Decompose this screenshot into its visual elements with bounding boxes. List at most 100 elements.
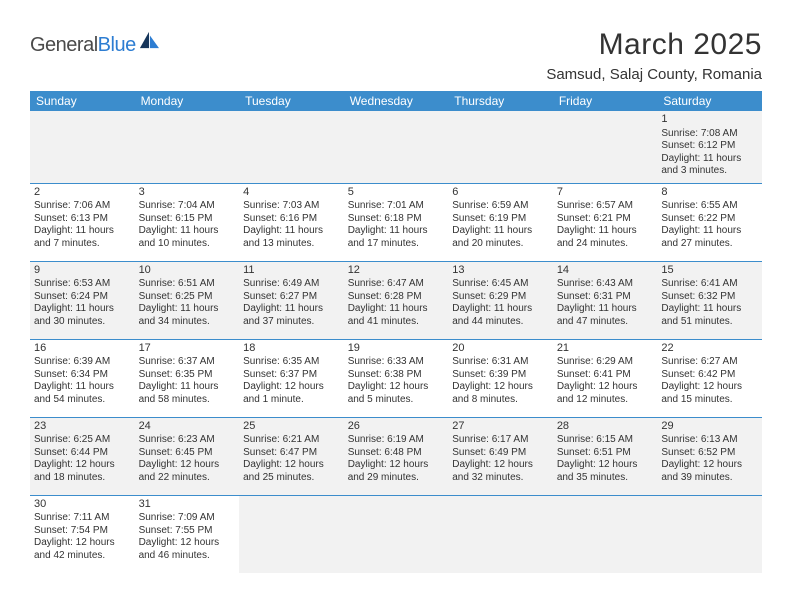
day-cell	[30, 111, 135, 183]
sunset-text: Sunset: 6:22 PM	[661, 213, 758, 226]
daylight-text-1: Daylight: 11 hours	[348, 225, 445, 238]
sunset-text: Sunset: 6:47 PM	[243, 447, 340, 460]
day-cell	[239, 495, 344, 573]
daylight-text-1: Daylight: 12 hours	[661, 381, 758, 394]
daylight-text-1: Daylight: 11 hours	[139, 381, 236, 394]
daylight-text-2: and 54 minutes.	[34, 394, 131, 407]
daylight-text-2: and 39 minutes.	[661, 472, 758, 485]
sunrise-text: Sunrise: 7:08 AM	[661, 128, 758, 141]
daylight-text-2: and 1 minute.	[243, 394, 340, 407]
daylight-text-2: and 24 minutes.	[557, 238, 654, 251]
sunrise-text: Sunrise: 7:04 AM	[139, 200, 236, 213]
day-number: 26	[348, 420, 445, 434]
calendar-head: Sunday Monday Tuesday Wednesday Thursday…	[30, 91, 762, 111]
day-cell: 12Sunrise: 6:47 AMSunset: 6:28 PMDayligh…	[344, 261, 449, 339]
day-cell: 11Sunrise: 6:49 AMSunset: 6:27 PMDayligh…	[239, 261, 344, 339]
daylight-text-1: Daylight: 12 hours	[34, 537, 131, 550]
sunrise-text: Sunrise: 6:51 AM	[139, 278, 236, 291]
daylight-text-1: Daylight: 11 hours	[139, 303, 236, 316]
sunset-text: Sunset: 6:16 PM	[243, 213, 340, 226]
daylight-text-2: and 7 minutes.	[34, 238, 131, 251]
sail-icon	[138, 30, 160, 50]
daylight-text-2: and 27 minutes.	[661, 238, 758, 251]
day-cell	[553, 495, 658, 573]
day-cell: 25Sunrise: 6:21 AMSunset: 6:47 PMDayligh…	[239, 417, 344, 495]
sunset-text: Sunset: 6:34 PM	[34, 369, 131, 382]
daylight-text-1: Daylight: 11 hours	[661, 303, 758, 316]
daylight-text-2: and 18 minutes.	[34, 472, 131, 485]
sunset-text: Sunset: 6:13 PM	[34, 213, 131, 226]
week-row: 30Sunrise: 7:11 AMSunset: 7:54 PMDayligh…	[30, 495, 762, 573]
sunrise-text: Sunrise: 6:37 AM	[139, 356, 236, 369]
daylight-text-2: and 34 minutes.	[139, 316, 236, 329]
sunset-text: Sunset: 6:19 PM	[452, 213, 549, 226]
sunset-text: Sunset: 6:49 PM	[452, 447, 549, 460]
day-number: 20	[452, 342, 549, 356]
daylight-text-2: and 13 minutes.	[243, 238, 340, 251]
sunrise-text: Sunrise: 7:09 AM	[139, 512, 236, 525]
day-number: 14	[557, 264, 654, 278]
day-number: 10	[139, 264, 236, 278]
daylight-text-1: Daylight: 11 hours	[34, 303, 131, 316]
calendar-body: 1Sunrise: 7:08 AMSunset: 6:12 PMDaylight…	[30, 111, 762, 573]
week-row: 1Sunrise: 7:08 AMSunset: 6:12 PMDaylight…	[30, 111, 762, 183]
sunrise-text: Sunrise: 7:03 AM	[243, 200, 340, 213]
day-cell	[448, 111, 553, 183]
day-cell: 7Sunrise: 6:57 AMSunset: 6:21 PMDaylight…	[553, 183, 658, 261]
day-cell: 26Sunrise: 6:19 AMSunset: 6:48 PMDayligh…	[344, 417, 449, 495]
day-number: 25	[243, 420, 340, 434]
daylight-text-1: Daylight: 11 hours	[139, 225, 236, 238]
day-cell: 16Sunrise: 6:39 AMSunset: 6:34 PMDayligh…	[30, 339, 135, 417]
daylight-text-1: Daylight: 12 hours	[139, 537, 236, 550]
daylight-text-2: and 22 minutes.	[139, 472, 236, 485]
brand-part1: General	[30, 34, 98, 56]
day-number: 9	[34, 264, 131, 278]
day-cell: 23Sunrise: 6:25 AMSunset: 6:44 PMDayligh…	[30, 417, 135, 495]
daylight-text-2: and 51 minutes.	[661, 316, 758, 329]
daylight-text-2: and 25 minutes.	[243, 472, 340, 485]
weekday-heading: Sunday	[30, 91, 135, 111]
daylight-text-2: and 47 minutes.	[557, 316, 654, 329]
sunset-text: Sunset: 6:44 PM	[34, 447, 131, 460]
brand-logo: GeneralBlue	[30, 34, 160, 57]
day-cell: 4Sunrise: 7:03 AMSunset: 6:16 PMDaylight…	[239, 183, 344, 261]
title-block: March 2025 Samsud, Salaj County, Romania	[546, 28, 762, 83]
day-cell: 2Sunrise: 7:06 AMSunset: 6:13 PMDaylight…	[30, 183, 135, 261]
day-number: 29	[661, 420, 758, 434]
sunrise-text: Sunrise: 6:31 AM	[452, 356, 549, 369]
daylight-text-2: and 32 minutes.	[452, 472, 549, 485]
day-cell	[448, 495, 553, 573]
day-number: 28	[557, 420, 654, 434]
sunrise-text: Sunrise: 6:47 AM	[348, 278, 445, 291]
daylight-text-1: Daylight: 12 hours	[661, 459, 758, 472]
sunset-text: Sunset: 6:21 PM	[557, 213, 654, 226]
daylight-text-1: Daylight: 12 hours	[452, 381, 549, 394]
daylight-text-2: and 44 minutes.	[452, 316, 549, 329]
sunset-text: Sunset: 6:12 PM	[661, 140, 758, 153]
sunset-text: Sunset: 7:54 PM	[34, 525, 131, 538]
daylight-text-1: Daylight: 12 hours	[243, 459, 340, 472]
day-cell: 10Sunrise: 6:51 AMSunset: 6:25 PMDayligh…	[135, 261, 240, 339]
day-cell	[239, 111, 344, 183]
sunset-text: Sunset: 6:51 PM	[557, 447, 654, 460]
daylight-text-1: Daylight: 12 hours	[348, 459, 445, 472]
daylight-text-1: Daylight: 12 hours	[34, 459, 131, 472]
sunset-text: Sunset: 6:28 PM	[348, 291, 445, 304]
daylight-text-2: and 42 minutes.	[34, 550, 131, 563]
sunrise-text: Sunrise: 6:57 AM	[557, 200, 654, 213]
day-cell: 8Sunrise: 6:55 AMSunset: 6:22 PMDaylight…	[657, 183, 762, 261]
sunset-text: Sunset: 6:35 PM	[139, 369, 236, 382]
sunrise-text: Sunrise: 6:15 AM	[557, 434, 654, 447]
sunset-text: Sunset: 6:25 PM	[139, 291, 236, 304]
day-cell: 19Sunrise: 6:33 AMSunset: 6:38 PMDayligh…	[344, 339, 449, 417]
location-subtitle: Samsud, Salaj County, Romania	[546, 66, 762, 83]
daylight-text-2: and 12 minutes.	[557, 394, 654, 407]
sunrise-text: Sunrise: 6:35 AM	[243, 356, 340, 369]
day-number: 11	[243, 264, 340, 278]
sunrise-text: Sunrise: 6:59 AM	[452, 200, 549, 213]
sunrise-text: Sunrise: 6:19 AM	[348, 434, 445, 447]
daylight-text-1: Daylight: 11 hours	[452, 303, 549, 316]
day-cell: 15Sunrise: 6:41 AMSunset: 6:32 PMDayligh…	[657, 261, 762, 339]
daylight-text-2: and 46 minutes.	[139, 550, 236, 563]
sunrise-text: Sunrise: 6:39 AM	[34, 356, 131, 369]
